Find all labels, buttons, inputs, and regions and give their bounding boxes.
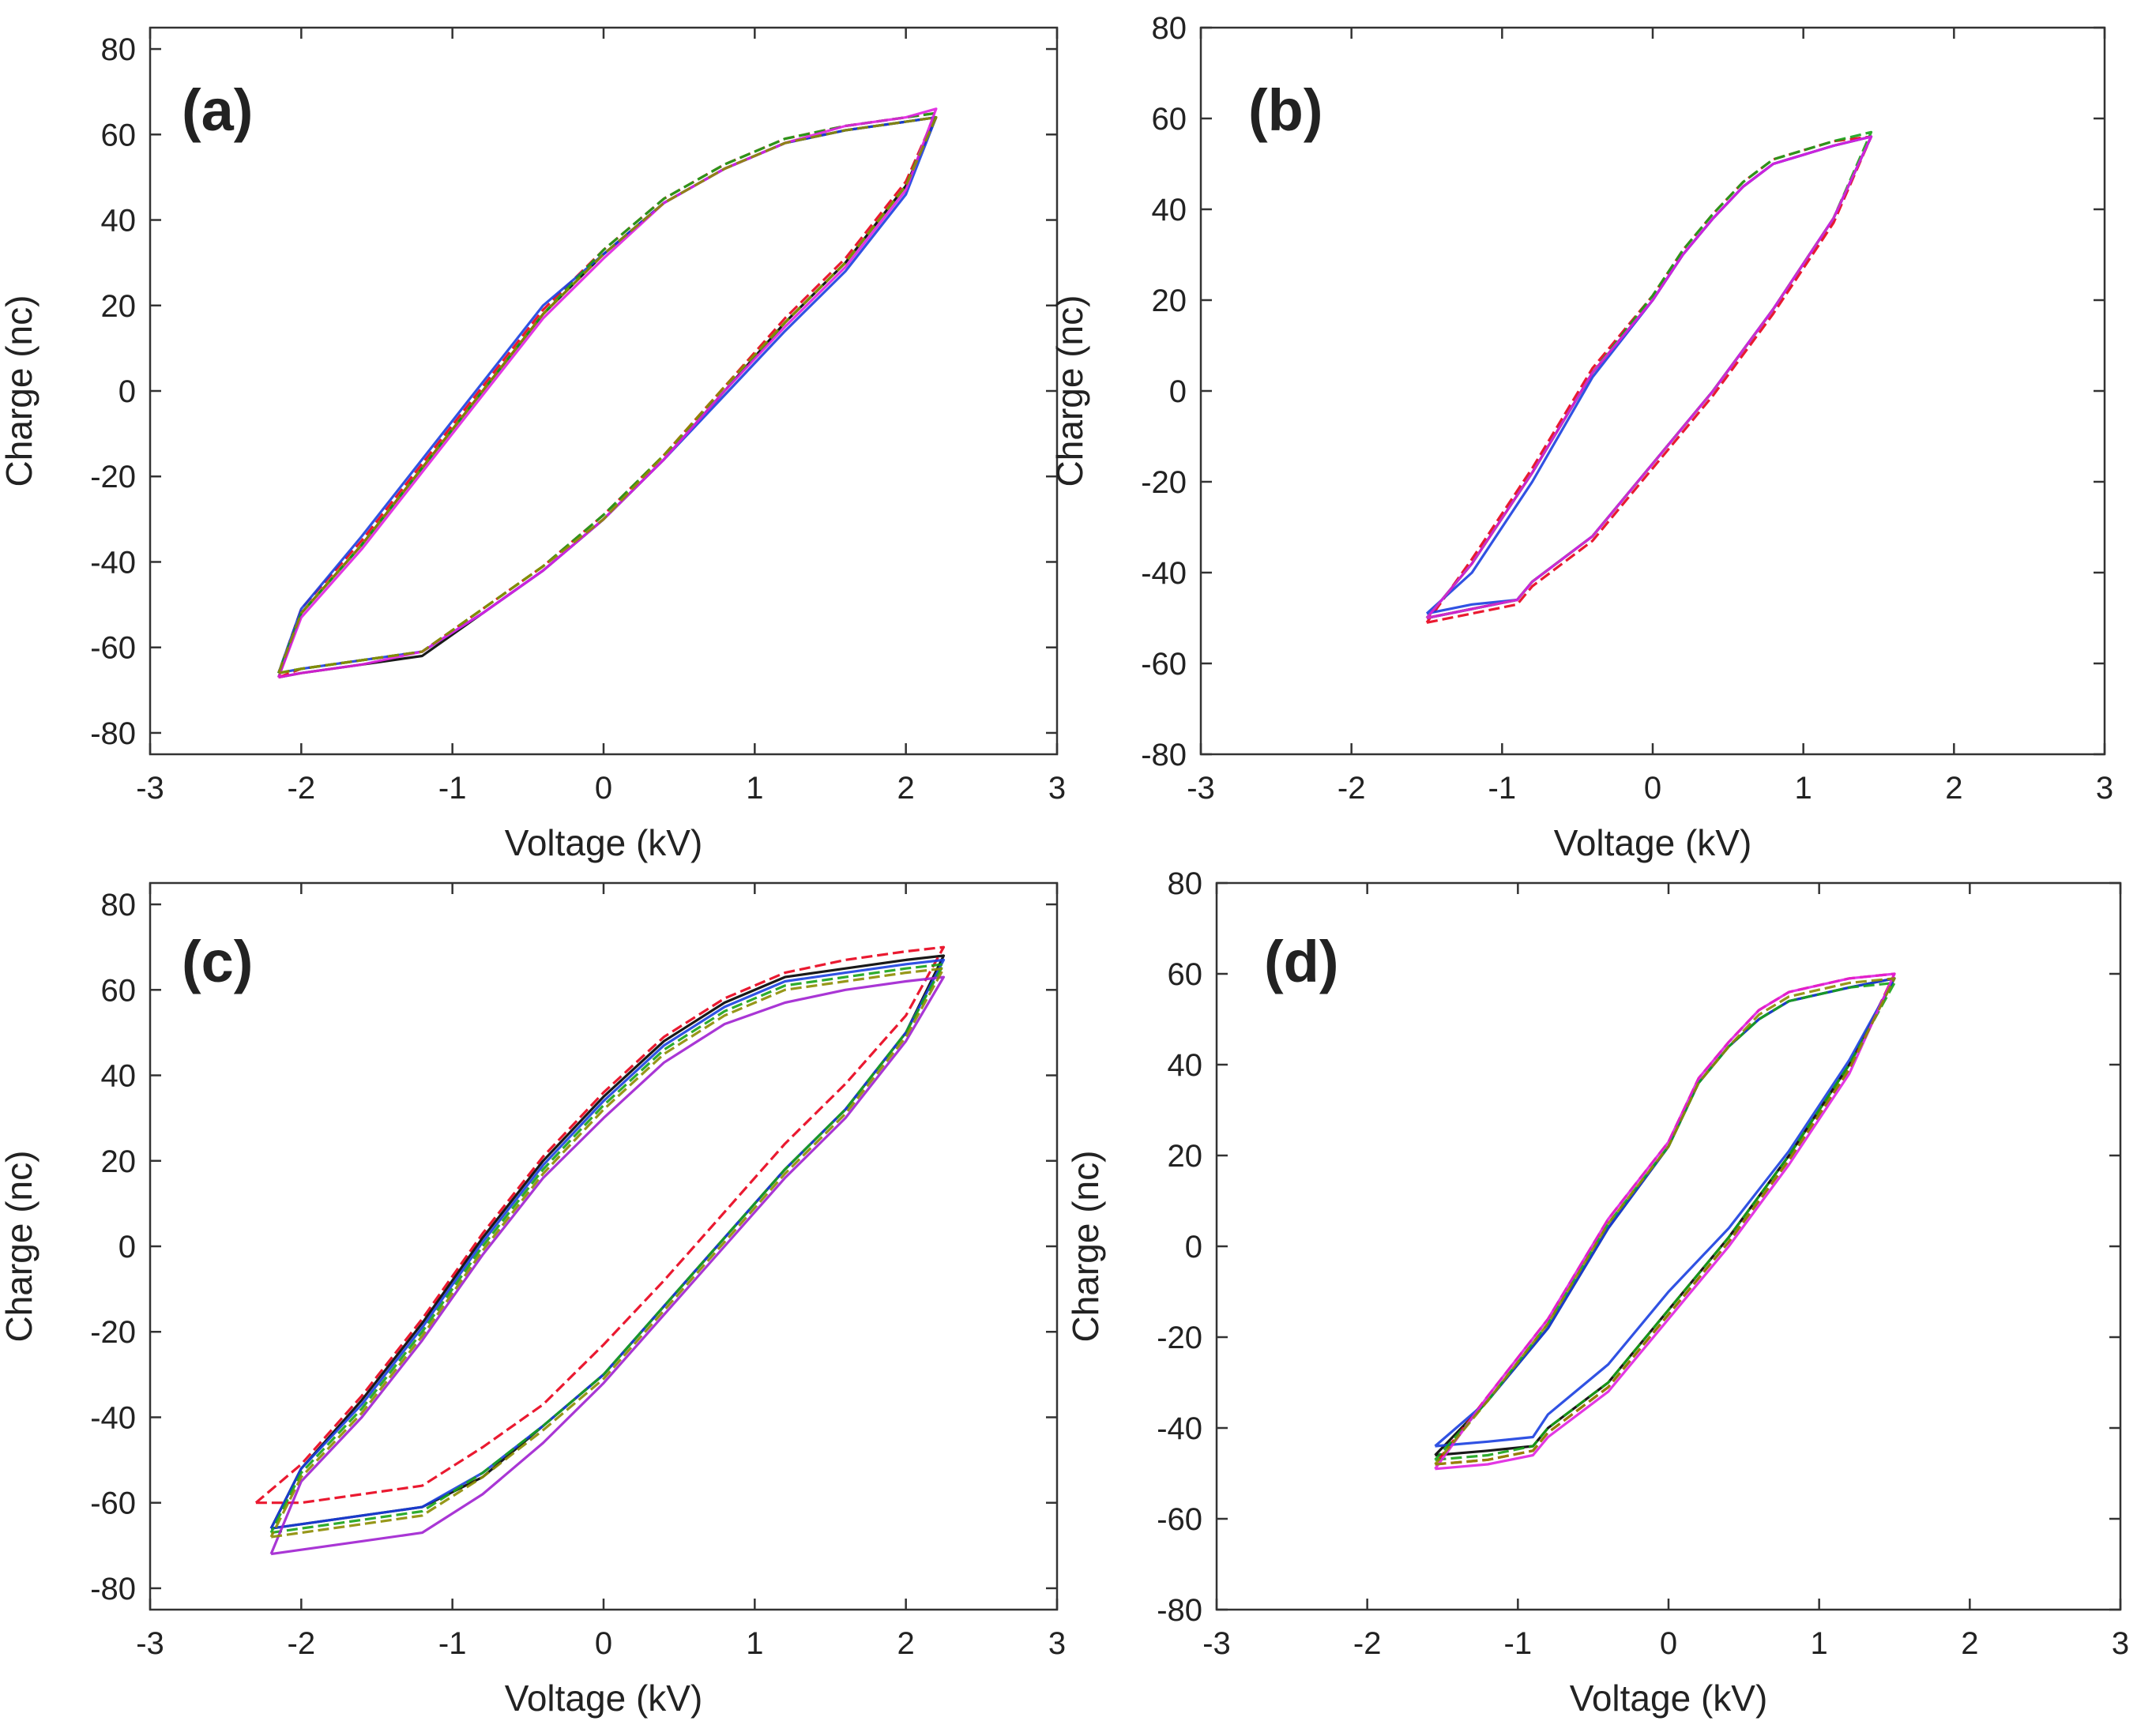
y-axis-label: Charge (nc) xyxy=(0,1151,40,1343)
panel-label: (a) xyxy=(182,77,253,143)
x-tick-label: 1 xyxy=(746,771,763,806)
y-tick-label: -60 xyxy=(90,1486,136,1521)
series-line-loop-4 xyxy=(269,963,946,1535)
panel-b-series xyxy=(1425,130,1873,624)
panel-b: -3 -2 -1 0 1 2 3 -80 -60 -40 -20 0 20 40 60 80 Voltage (… xyxy=(1049,11,2113,863)
y-tick-label: 80 xyxy=(1152,11,1187,46)
y-tick-label: 0 xyxy=(119,1230,136,1264)
series-line-loop-2 xyxy=(1425,135,1873,624)
panel-label: (b) xyxy=(1248,77,1323,143)
series-line-loop-6 xyxy=(269,967,946,1539)
series-line-loop-5 xyxy=(1425,135,1873,620)
y-tick-label: -40 xyxy=(1157,1411,1202,1446)
y-tick-label: -60 xyxy=(90,631,136,666)
x-axis-label: Voltage (kV) xyxy=(1570,1678,1768,1719)
x-tick-label: 2 xyxy=(1961,1626,1978,1661)
y-tick-label: 20 xyxy=(1152,284,1187,318)
x-tick-label: 1 xyxy=(746,1626,763,1661)
x-tick-label: -3 xyxy=(136,1626,164,1661)
series-line-loop-5 xyxy=(277,107,938,679)
panel-d-series xyxy=(1434,972,1896,1471)
y-tick-label: 80 xyxy=(101,32,137,67)
x-tick-label: 0 xyxy=(1644,771,1661,806)
y-tick-label: -80 xyxy=(1157,1593,1202,1628)
x-tick-label: 2 xyxy=(1945,771,1962,806)
x-tick-label: 1 xyxy=(1811,1626,1828,1661)
x-tick-label: 0 xyxy=(595,771,612,806)
y-tick-label: 40 xyxy=(1168,1048,1203,1083)
panel-label: (c) xyxy=(182,929,253,994)
y-tick-label: 40 xyxy=(101,1059,137,1094)
series-line-loop-6 xyxy=(277,116,938,674)
y-tick-label: 60 xyxy=(101,973,137,1008)
x-tick-label: 3 xyxy=(2096,771,2113,806)
panel-a-series xyxy=(277,107,938,679)
y-axis-label: Charge (nc) xyxy=(0,295,40,487)
panel-a: -3 -2 -1 0 1 2 3 -80 -60 -40 -20 0 20 40 60 80 Voltage (… xyxy=(0,26,1066,863)
panel-label: (d) xyxy=(1264,929,1339,994)
y-tick-label: -80 xyxy=(90,1572,136,1606)
x-tick-label: -1 xyxy=(438,1626,467,1661)
y-tick-label: 80 xyxy=(1168,866,1203,901)
panel-c: -3 -2 -1 0 1 2 3 -80 -60 -40 -20 0 20 40 60 80 Voltage (… xyxy=(0,881,1066,1719)
y-tick-label: 60 xyxy=(1168,957,1203,992)
series-line-loop-5 xyxy=(1434,972,1896,1471)
x-tick-label: 2 xyxy=(897,1626,915,1661)
x-tick-label: 0 xyxy=(1660,1626,1677,1661)
x-tick-label: 3 xyxy=(1048,1626,1066,1661)
x-tick-label: -2 xyxy=(288,771,316,806)
x-axis-label: Voltage (kV) xyxy=(1554,822,1752,863)
panel-d: -3 -2 -1 0 1 2 3 -80 -60 -40 -20 0 20 40 60 80 Voltage (… xyxy=(1065,866,2129,1719)
y-tick-label: 20 xyxy=(101,1144,137,1179)
y-tick-label: 0 xyxy=(1185,1230,1202,1264)
x-tick-label: 3 xyxy=(1048,771,1066,806)
y-tick-label: -40 xyxy=(90,545,136,580)
y-tick-label: 40 xyxy=(101,204,137,239)
x-tick-label: -2 xyxy=(1353,1626,1382,1661)
x-tick-label: -1 xyxy=(1488,771,1517,806)
series-line-loop-3 xyxy=(1434,977,1896,1448)
series-line-loop-2 xyxy=(254,945,946,1505)
x-axis-label: Voltage (kV) xyxy=(505,1678,703,1719)
series-line-loop-4 xyxy=(1434,981,1896,1461)
series-line-loop-5 xyxy=(269,975,946,1556)
y-tick-label: -20 xyxy=(90,1315,136,1350)
y-tick-label: 0 xyxy=(119,374,136,409)
y-tick-label: 40 xyxy=(1152,193,1187,227)
y-axis-label: Charge (nc) xyxy=(1065,1151,1106,1343)
panel-c-series xyxy=(254,945,946,1556)
x-tick-label: -3 xyxy=(1187,771,1215,806)
y-tick-label: 60 xyxy=(101,118,137,152)
y-tick-label: -20 xyxy=(1157,1321,1202,1355)
x-tick-label: 3 xyxy=(2112,1626,2129,1661)
y-tick-label: -20 xyxy=(1141,465,1187,500)
x-tick-label: -3 xyxy=(1202,1626,1231,1661)
y-tick-label: 20 xyxy=(1168,1139,1203,1174)
x-tick-label: -1 xyxy=(1504,1626,1533,1661)
x-tick-label: 0 xyxy=(595,1626,612,1661)
y-tick-label: 20 xyxy=(101,289,137,324)
x-tick-label: -2 xyxy=(1338,771,1366,806)
y-tick-label: -60 xyxy=(1157,1502,1202,1537)
y-tick-label: -40 xyxy=(90,1400,136,1435)
x-tick-label: -3 xyxy=(136,771,164,806)
x-tick-label: 2 xyxy=(897,771,915,806)
y-axis-label: Charge (nc) xyxy=(1049,295,1090,487)
x-tick-label: -1 xyxy=(438,771,467,806)
y-tick-label: -80 xyxy=(1141,738,1187,772)
x-axis-label: Voltage (kV) xyxy=(505,822,703,863)
series-line-loop-6 xyxy=(1434,977,1896,1466)
y-tick-label: 80 xyxy=(101,888,137,922)
y-tick-label: -80 xyxy=(90,716,136,751)
y-tick-label: 60 xyxy=(1152,102,1187,137)
x-tick-label: -2 xyxy=(288,1626,316,1661)
y-tick-label: 0 xyxy=(1169,374,1187,409)
x-tick-label: 1 xyxy=(1795,771,1812,806)
y-tick-label: -40 xyxy=(1141,556,1187,591)
y-tick-label: -20 xyxy=(90,460,136,494)
y-tick-label: -60 xyxy=(1141,647,1187,682)
